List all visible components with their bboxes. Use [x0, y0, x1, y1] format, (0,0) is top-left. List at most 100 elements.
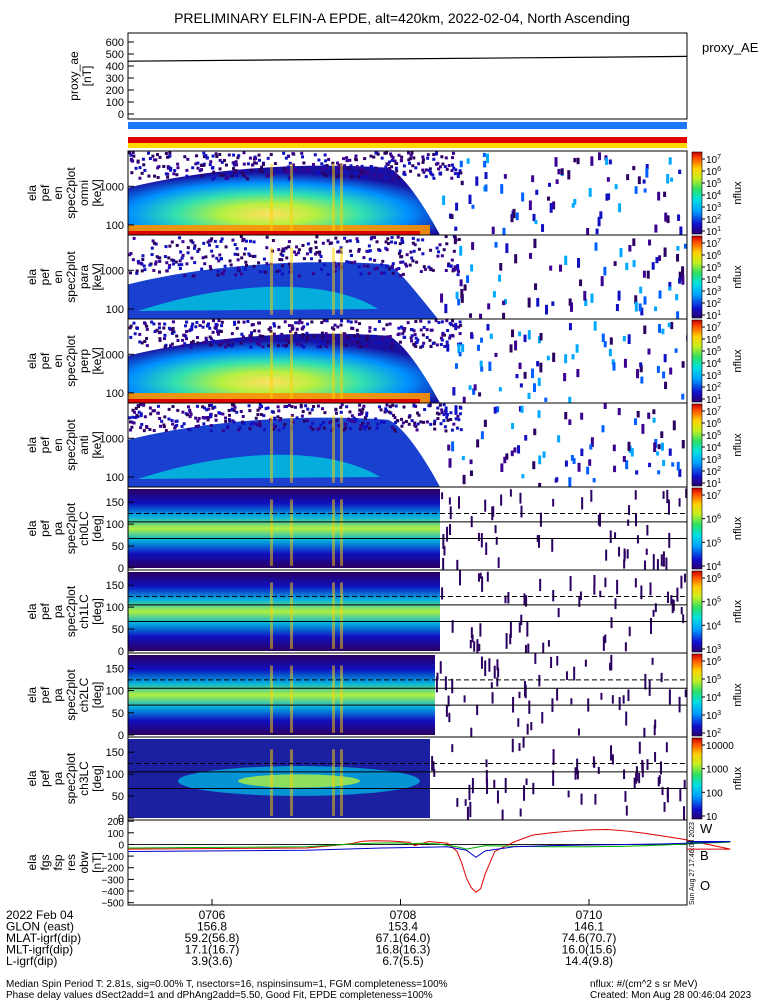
- colorbar-tick: 104: [706, 442, 721, 454]
- fgs-ytick: −300: [101, 875, 124, 886]
- colorbar-tick: 106: [706, 334, 721, 346]
- panel-ylabel: en: [51, 270, 65, 283]
- colorbar: 10000 1000 100 10 nflux: [691, 737, 744, 823]
- colorbar-label: nflux: [732, 181, 744, 205]
- colorbar-tick: 106: [706, 656, 721, 668]
- colorbar-tick: 105: [706, 262, 721, 274]
- panel-ylabel: ela: [25, 603, 39, 619]
- ytick-label: 1000: [100, 433, 124, 445]
- panel-ylabel: en: [51, 438, 65, 451]
- panel-ylabel: [deg]: [90, 765, 104, 792]
- xrow-value: 17.1(16.7): [185, 943, 240, 957]
- flux-region: [128, 165, 440, 235]
- colorbar-tick: 103: [706, 286, 721, 298]
- fgs-ytick: −400: [101, 887, 124, 898]
- fgs-legend-O: O: [700, 878, 710, 893]
- flux-region: [128, 333, 440, 403]
- proxy-ae-line: [127, 55, 688, 62]
- ytick-label: 1000: [100, 265, 124, 277]
- colorbar-tick: 104: [706, 358, 721, 370]
- ytick-label: 0: [118, 730, 124, 742]
- panel-ylabel: pa: [51, 688, 65, 702]
- colorbar-tick: 102: [706, 382, 721, 394]
- colorbar-tick: 107: [706, 490, 721, 502]
- colorbar-tick: 106: [706, 514, 721, 526]
- colorbar-tick: 101: [706, 226, 721, 238]
- fgs-line-B: [127, 841, 731, 850]
- panel-ylabel: [keV]: [90, 431, 104, 458]
- panel-ylabel: para: [77, 265, 91, 289]
- colorbar-label: nflux: [732, 766, 744, 790]
- colorbar-tick: 101: [706, 394, 721, 406]
- xrow-value: 146.1: [574, 920, 604, 934]
- ytick-label: 100: [106, 686, 124, 698]
- xrow-value: 6.7(5.5): [382, 954, 423, 968]
- figure-title: PRELIMINARY ELFIN-A EPDE, alt=420km, 202…: [174, 10, 630, 26]
- colorbar-label: nflux: [732, 516, 744, 540]
- colorbar-tick: 104: [706, 620, 721, 632]
- footer-units: nflux: #/(cm^2 s sr MeV): [590, 979, 698, 990]
- panel-ylabel: ch0LC: [77, 511, 91, 546]
- colorbar-tick: 105: [706, 674, 721, 686]
- panel-ylabel: ela: [25, 520, 39, 536]
- colorbar-tick: 105: [706, 597, 721, 609]
- footer-line-2: Phase delay values dSect2add=1 and dPhAn…: [6, 990, 433, 1000]
- fgs-ylabel: [nT]: [90, 852, 104, 873]
- colorbar-tick: 10: [706, 812, 718, 823]
- colorbar-tick: 106: [706, 573, 721, 585]
- panel-ylabel: pef: [38, 352, 52, 369]
- panel-ylabel: spec2plot: [64, 335, 78, 387]
- colorbar: 107 106 105 104 nflux: [691, 487, 744, 573]
- panel-ylabel: [deg]: [90, 515, 104, 542]
- proxy-ae-ytick: 100: [106, 97, 124, 109]
- colorbar-tick: 107: [706, 238, 721, 250]
- ytick-label: 150: [106, 747, 124, 759]
- xrow-label: MLAT-igrf(dip): [6, 931, 81, 945]
- ytick-label: 50: [112, 791, 124, 803]
- colorbar-tick: 100: [706, 788, 723, 799]
- ytick-label: 50: [112, 708, 124, 720]
- panel-ylabel: ch3LC: [77, 761, 91, 796]
- colorbar-tick: 104: [706, 692, 721, 704]
- colorbar-tick: 103: [706, 202, 721, 214]
- fgs-ylabel: fsp: [51, 854, 65, 870]
- fgs-ytick: −100: [101, 852, 124, 863]
- status-bar-red: [128, 137, 687, 143]
- panel-ylabel: [keV]: [90, 263, 104, 290]
- fgs-ytick: −200: [101, 864, 124, 875]
- panel-ylabel: perp: [77, 349, 91, 373]
- proxy-ae-ytick: 600: [106, 37, 124, 49]
- panel-ylabel: pef: [38, 184, 52, 201]
- colorbar-label: nflux: [732, 683, 744, 707]
- colorbar-tick: 101: [706, 478, 721, 490]
- colorbar-tick: 105: [706, 346, 721, 358]
- proxy-ae-ytick: 200: [106, 85, 124, 97]
- xrow-value: 74.6(70.7): [562, 931, 617, 945]
- colorbar: 106 105 104 103 102 nflux: [691, 653, 744, 740]
- panel-ylabel: pa: [51, 772, 65, 786]
- proxy-ae-ylabel: proxy_ae: [67, 51, 81, 101]
- proxy-ae-ylabel: [nT]: [80, 66, 94, 87]
- panel-ylabel: anti: [77, 435, 91, 454]
- xrow-label: GLON (east): [6, 920, 74, 934]
- status-bar-blue: [128, 122, 687, 129]
- colorbar-tick: 103: [706, 644, 721, 656]
- flux-region: [128, 655, 435, 735]
- ytick-label: 100: [106, 304, 124, 316]
- fgs-ytick: 100: [107, 829, 124, 840]
- panel-ylabel: en: [51, 354, 65, 367]
- colorbar-tick: 102: [706, 298, 721, 310]
- panel-ylabel: pa: [51, 522, 65, 536]
- ytick-label: 150: [106, 663, 124, 675]
- xrow-label: L-igrf(dip): [6, 954, 57, 968]
- panel-ylabel: ela: [25, 269, 39, 285]
- proxy-ae-ytick: 500: [106, 49, 124, 61]
- colorbar-tick: 105: [706, 537, 721, 549]
